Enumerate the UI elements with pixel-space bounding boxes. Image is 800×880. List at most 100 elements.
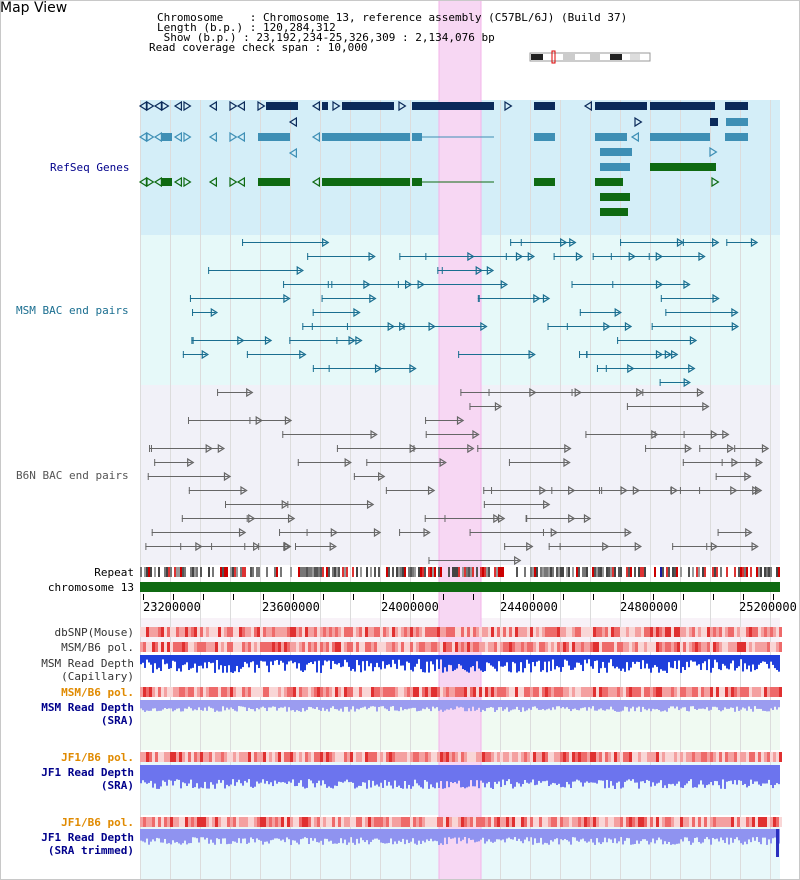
heat-cell [278, 627, 281, 637]
depth-bar [674, 829, 676, 845]
heat-cell [746, 752, 749, 762]
repeat-mark [266, 567, 268, 577]
depth-bar [438, 829, 440, 845]
depth-bar [766, 829, 768, 845]
depth-bar [506, 700, 508, 708]
depth-bar [764, 700, 766, 711]
heat-cell [461, 752, 464, 762]
depth-bar [466, 655, 468, 672]
heat-cell [308, 627, 311, 637]
depth-bar [274, 655, 276, 661]
depth-bar [690, 655, 692, 661]
heat-cell [638, 687, 641, 697]
depth-bar [450, 765, 452, 782]
depth-bar [414, 829, 416, 844]
depth-bar [356, 829, 358, 839]
depth-bar [200, 700, 202, 710]
heat-cell [452, 642, 455, 652]
heat-cell [695, 687, 698, 697]
depth-bar [544, 700, 546, 711]
heat-cell [404, 687, 407, 697]
heat-cell [413, 752, 416, 762]
depth-bar [680, 700, 682, 709]
depth-bar [722, 655, 724, 664]
depth-bar [704, 765, 706, 788]
depth-bar [182, 655, 184, 666]
depth-bar [462, 700, 464, 708]
heat-cell [749, 642, 752, 652]
heat-cell [716, 817, 719, 827]
heat-cell [251, 817, 254, 827]
heat-cell [263, 627, 266, 637]
repeat-mark [242, 567, 244, 577]
depth-bar [722, 700, 724, 711]
repeat-mark [484, 567, 486, 577]
heat-cell [419, 627, 422, 637]
depth-bar [516, 829, 518, 841]
heat-cell [398, 817, 401, 827]
depth-bar [294, 700, 296, 712]
depth-bar [696, 655, 698, 666]
depth-bar [604, 765, 606, 789]
track-label-msm-depth-sra: MSM Read Depth [41, 701, 134, 714]
heat-cell [491, 817, 494, 827]
depth-bar [750, 829, 752, 843]
heat-cell [266, 752, 269, 762]
heat-cell [335, 627, 338, 637]
depth-bar [202, 765, 204, 789]
heat-cell [293, 627, 296, 637]
depth-bar [500, 765, 502, 787]
depth-bar [534, 655, 536, 667]
depth-bar [190, 655, 192, 669]
repeat-mark [630, 567, 632, 577]
depth-bar [234, 700, 236, 711]
heat-cell [767, 642, 770, 652]
depth-bar [236, 829, 238, 843]
heat-cell [653, 627, 656, 637]
axis-tick: 25200000 [739, 600, 797, 614]
heat-cell [509, 642, 512, 652]
repeat-mark [328, 567, 330, 577]
gene-exon [342, 102, 394, 110]
heat-cell [563, 752, 566, 762]
depth-bar [756, 655, 758, 670]
heat-cell [155, 817, 158, 827]
track-label-b6n-bac[interactable]: B6N BAC end pairs [16, 469, 129, 482]
heat-cell [164, 752, 167, 762]
depth-bar [362, 700, 364, 708]
heat-cell [461, 817, 464, 827]
depth-bar [334, 829, 336, 844]
heat-cell [305, 642, 308, 652]
axis-tick: 24400000 [500, 600, 558, 614]
depth-bar [662, 655, 664, 671]
depth-bar [178, 765, 180, 780]
heat-cell [644, 687, 647, 697]
depth-bar [592, 829, 594, 843]
depth-bar [212, 700, 214, 709]
heat-cell [773, 627, 776, 637]
heat-cell [485, 627, 488, 637]
heat-cell [581, 642, 584, 652]
depth-bar [266, 655, 268, 666]
track-label-msm-bac[interactable]: MSM BAC end pairs [16, 304, 129, 317]
depth-bar [446, 829, 448, 845]
depth-bar [638, 829, 640, 844]
depth-bar [438, 765, 440, 788]
heat-cell [473, 752, 476, 762]
depth-bar [596, 829, 598, 839]
depth-bar [460, 829, 462, 842]
heat-cell [179, 627, 182, 637]
depth-bar [322, 829, 324, 845]
track-label-refseq[interactable]: RefSeq Genes [50, 161, 130, 174]
depth-bar [258, 765, 260, 784]
depth-bar [216, 829, 218, 839]
depth-bar [196, 829, 198, 839]
depth-bar [518, 655, 520, 672]
depth-bar [576, 700, 578, 710]
depth-bar [262, 829, 264, 845]
heat-cell [302, 752, 305, 762]
depth-bar [428, 765, 430, 789]
heat-cell [236, 642, 239, 652]
heat-cell [602, 752, 605, 762]
